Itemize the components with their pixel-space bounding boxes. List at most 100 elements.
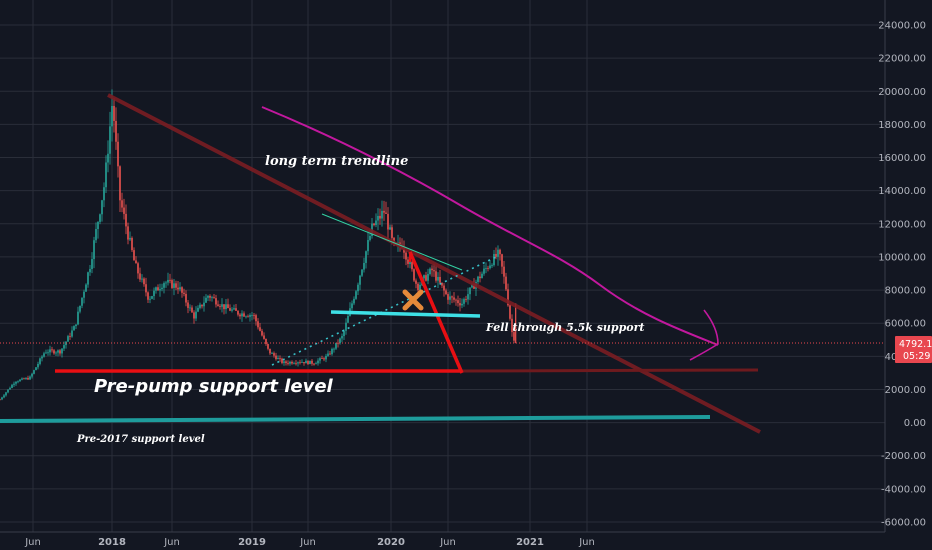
candle-body <box>157 287 159 291</box>
magenta-arrowhead <box>689 309 719 361</box>
candle-body <box>491 265 493 266</box>
candle-body <box>391 227 393 238</box>
candle-body <box>481 273 483 279</box>
time-tick-label: 2019 <box>238 537 266 548</box>
candle-body <box>143 278 145 285</box>
price-tick-label: -6000.00 <box>881 518 926 529</box>
candle-body <box>183 292 185 294</box>
candle-body <box>149 298 151 300</box>
candle-body <box>7 389 9 393</box>
candle-body <box>381 210 383 219</box>
candle-body <box>51 349 53 351</box>
candle-body <box>337 342 339 344</box>
candle-body <box>167 279 169 283</box>
candle-body <box>343 330 345 337</box>
candle-body <box>137 263 139 274</box>
candle-body <box>375 220 377 226</box>
candle-body <box>105 162 107 188</box>
candle-body <box>303 362 305 364</box>
candle-body <box>213 297 215 299</box>
candle-body <box>205 297 207 303</box>
candle-body <box>123 207 125 214</box>
price-tick-label: 14000.00 <box>878 186 926 197</box>
candle-body <box>93 240 95 260</box>
candle-body <box>489 265 491 269</box>
candle-body <box>119 166 121 201</box>
candle-body <box>455 299 457 301</box>
candle-body <box>9 387 11 390</box>
candle-body <box>477 276 479 282</box>
candle-body <box>363 262 365 270</box>
price-tick-label: 20000.00 <box>878 87 926 98</box>
candle-body <box>447 294 449 300</box>
candle-body <box>41 356 43 359</box>
price-tick-label: 8000.00 <box>885 286 926 297</box>
time-axis-ticks[interactable]: Jun 2018 Jun 2019 Jun 2020 Jun 2021 Jun <box>24 537 595 548</box>
candle-body <box>307 360 309 365</box>
candle-body <box>427 274 429 281</box>
candle-body <box>83 291 85 298</box>
candle-body <box>11 384 13 388</box>
candle-body <box>229 308 231 311</box>
candle-body <box>207 295 209 298</box>
candle-body <box>79 305 81 312</box>
candle-body <box>429 268 431 275</box>
candle-body <box>117 141 119 167</box>
candle-body <box>327 353 329 356</box>
candle-body <box>505 276 507 290</box>
magenta-curve[interactable] <box>261 106 719 346</box>
candle-body <box>269 348 271 354</box>
candle-body <box>185 293 187 303</box>
candle-body <box>257 321 259 328</box>
candle-body <box>199 304 201 308</box>
candle-body <box>463 299 465 304</box>
candle-body <box>423 275 425 279</box>
candle-body <box>219 305 221 307</box>
candle-body <box>145 284 147 293</box>
time-tick-label: 2021 <box>516 537 544 548</box>
candle-body <box>223 304 225 310</box>
candle-body <box>3 395 5 398</box>
time-tick-label: Jun <box>439 537 456 548</box>
candle-body <box>221 304 223 307</box>
cyan-support-line[interactable] <box>330 310 481 318</box>
candle-body <box>47 352 49 354</box>
candle-body <box>309 360 311 365</box>
candle-body <box>131 237 133 251</box>
candle-body <box>85 284 87 292</box>
candle-body <box>253 315 255 316</box>
candle-body <box>289 361 291 364</box>
time-tick-label: 2018 <box>98 537 126 548</box>
candle-body <box>507 289 509 306</box>
price-axis[interactable] <box>885 0 932 550</box>
candle-body <box>513 332 515 341</box>
candle-body <box>233 308 235 310</box>
candle-body <box>263 335 265 339</box>
candle-body <box>107 153 109 163</box>
pre-2017-support-line[interactable] <box>0 415 711 423</box>
long-term-trendline[interactable] <box>107 93 761 434</box>
candle-body <box>29 376 31 380</box>
candle-body <box>227 304 229 309</box>
candle-body <box>453 297 455 300</box>
candle-body <box>293 363 295 365</box>
candle-body <box>277 358 279 360</box>
candle-body <box>89 269 91 273</box>
resistance-line <box>321 213 463 271</box>
candle-body <box>165 282 167 284</box>
candle-body <box>97 221 99 230</box>
candle-body <box>339 338 341 344</box>
candle-body <box>287 362 289 364</box>
candle-body <box>231 309 233 311</box>
candle-body <box>271 353 273 354</box>
candle-body <box>175 283 177 288</box>
candle-body <box>115 120 117 142</box>
candle-body <box>441 282 443 286</box>
candle-body <box>321 358 323 359</box>
candle-body <box>387 213 389 230</box>
candle-body <box>487 267 489 269</box>
candle-body <box>295 363 297 365</box>
candle-body <box>361 269 363 276</box>
drawings <box>0 93 885 434</box>
